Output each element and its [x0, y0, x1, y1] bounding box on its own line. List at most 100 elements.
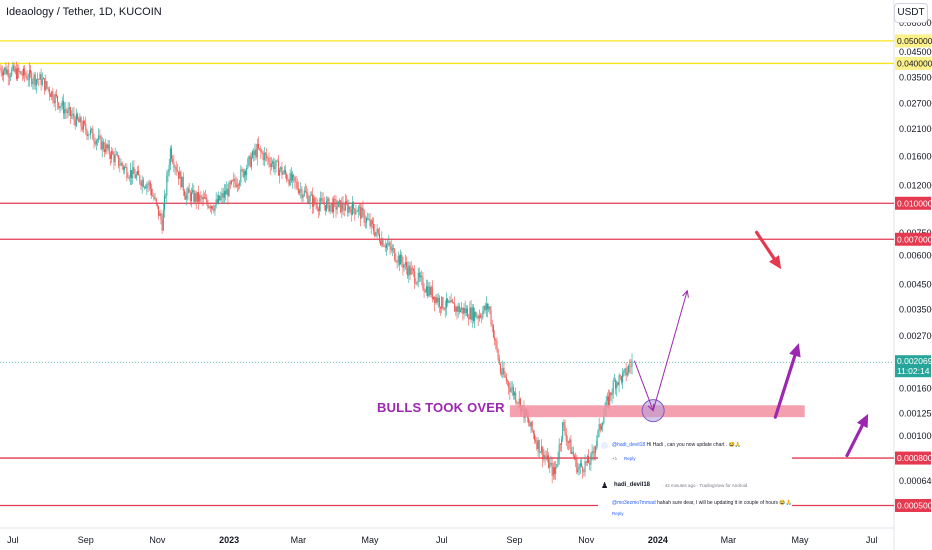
- candle-body: [263, 153, 265, 161]
- candle-body: [274, 165, 276, 170]
- candle-body: [316, 204, 318, 209]
- time-tick-label: Sep: [78, 535, 94, 545]
- candle-body: [84, 121, 86, 124]
- candle-body: [616, 382, 618, 389]
- candle-body: [209, 206, 211, 209]
- candle-body: [247, 159, 249, 169]
- candle-body: [44, 78, 46, 91]
- candle-body: [107, 144, 109, 149]
- candle-body: [0, 68, 1, 70]
- candle-body: [111, 151, 113, 159]
- candle-body: [270, 163, 272, 168]
- candle-body: [215, 199, 217, 206]
- candle-body: [440, 306, 442, 309]
- candle-body: [565, 433, 567, 442]
- candle-body: [81, 126, 83, 130]
- candle-body: [449, 301, 451, 303]
- candle-body: [173, 162, 175, 168]
- candle-body: [512, 387, 514, 396]
- candle-body: [314, 197, 316, 204]
- candle-body: [438, 298, 440, 307]
- candle-body: [625, 368, 627, 376]
- candle-body: [86, 130, 88, 137]
- candle-body: [429, 286, 431, 295]
- candle-body: [491, 324, 493, 326]
- candle-body: [361, 207, 363, 219]
- candle-body: [593, 452, 595, 454]
- comment-username[interactable]: hadi_devil18: [614, 482, 651, 488]
- candle-body: [508, 381, 510, 388]
- candle-body: [46, 81, 48, 88]
- time-tick-label: 2023: [219, 535, 239, 545]
- candle-body: [196, 192, 198, 202]
- candle-body: [160, 213, 162, 220]
- candle-body: [101, 141, 103, 150]
- candle-body: [324, 204, 326, 211]
- candle-body: [450, 300, 452, 303]
- candle-body: [368, 219, 370, 220]
- candle-body: [577, 468, 579, 473]
- candle-body: [287, 179, 289, 181]
- candle-body: [241, 169, 243, 171]
- user-avatar-icon: ♟: [601, 481, 609, 490]
- candle-body: [40, 74, 42, 85]
- candle-body: [8, 76, 10, 78]
- candle-body: [286, 174, 288, 180]
- candle-body: [420, 275, 422, 278]
- reply-link[interactable]: Reply: [612, 511, 624, 516]
- candle-body: [154, 198, 156, 200]
- candle-body: [75, 113, 77, 126]
- candle-body: [435, 297, 437, 304]
- candle-body: [434, 296, 436, 304]
- candle-body: [348, 206, 350, 213]
- candle-body: [186, 193, 188, 200]
- candle-body: [65, 109, 67, 112]
- candle-body: [615, 380, 617, 389]
- candle-body: [205, 197, 207, 199]
- candle-body: [98, 135, 100, 140]
- projection-arrow-head: [789, 343, 801, 358]
- comment-likes[interactable]: +1: [612, 456, 618, 461]
- currency-button[interactable]: USDT: [894, 3, 928, 23]
- candle-body: [214, 205, 216, 211]
- candle-body: [630, 366, 632, 367]
- candle-body: [342, 202, 344, 209]
- candle-body: [581, 463, 583, 467]
- candle-body: [7, 69, 9, 78]
- candle-body: [331, 202, 333, 213]
- symbol-title: Ideaology / Tether, 1D, KUCOIN: [6, 6, 162, 18]
- reply-link[interactable]: Reply: [624, 456, 636, 461]
- candle-body: [569, 439, 571, 443]
- candle-body: [465, 308, 467, 314]
- candle-body: [528, 417, 530, 424]
- candle-body: [619, 375, 621, 377]
- comment-mention[interactable]: @hadi_devil18: [612, 442, 646, 448]
- candle-body: [67, 108, 69, 114]
- candle-body: [200, 195, 202, 197]
- candle-body: [321, 198, 323, 200]
- candle-body: [503, 367, 505, 376]
- candle-body: [444, 307, 446, 310]
- bulls-took-over-label: BULLS TOOK OVER: [377, 400, 505, 415]
- candle-body: [6, 69, 8, 74]
- candle-body: [30, 70, 32, 74]
- candle-body: [531, 421, 533, 431]
- candle-body: [151, 188, 153, 196]
- candle-body: [339, 200, 341, 202]
- candle-body: [168, 165, 170, 172]
- candle-body: [53, 100, 55, 104]
- candle-body: [597, 430, 599, 441]
- candle-body: [199, 195, 201, 202]
- candle-body: [134, 173, 136, 179]
- comment-mention[interactable]: @mo3ezmo7mmad: [612, 500, 656, 506]
- candle-body: [441, 297, 443, 309]
- candle-body: [218, 195, 220, 203]
- candle-body: [628, 366, 630, 372]
- candle-body: [178, 171, 180, 179]
- candle-body: [239, 182, 241, 186]
- candle-body: [95, 140, 97, 145]
- candle-body: [51, 91, 53, 97]
- candle-body: [128, 177, 130, 179]
